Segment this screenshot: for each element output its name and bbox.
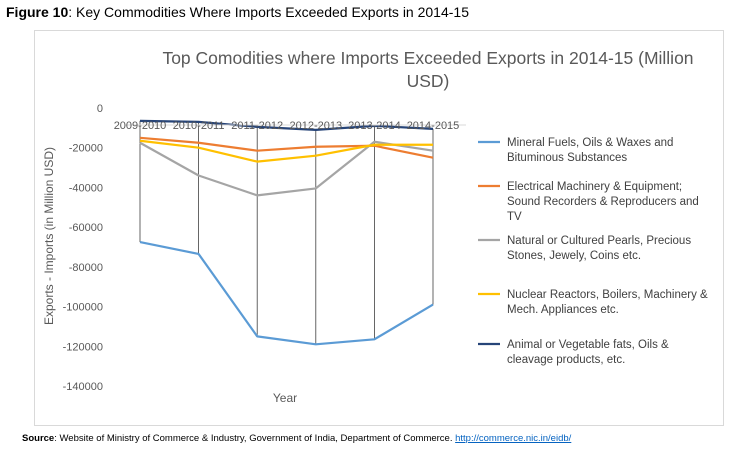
source-link[interactable]: http://commerce.nic.in/eidb/ [455,433,572,444]
chart-title-line-2: USD) [407,71,450,91]
legend-label: Natural or Cultured Pearls, Precious [507,235,691,247]
x-tick-label: 2010-2011 [173,120,225,132]
drop-lines [139,120,434,345]
legend-label: Sound Recorders & Reproducers and [507,196,699,208]
x-tick-label: 2012-2013 [289,120,342,132]
y-tick-label: -40000 [69,182,103,194]
series-line-1 [139,240,434,346]
chart-title-line-1: Top Comodities where Imports Exceeded Ex… [162,48,693,68]
x-axis-label: Year [273,391,297,405]
series-line-5 [139,119,434,131]
source-label: Source [22,433,55,444]
x-tick-label: 2013-2014 [348,120,401,132]
series-line-4 [139,139,433,163]
legend-label: Animal or Vegetable fats, Oils & [507,339,669,351]
y-tick-label: -100000 [63,302,103,314]
x-tick-label: 2009-2010 [114,120,167,132]
x-tick-label: 2014-2015 [407,120,460,132]
legend-label: Bituminous Substances [507,152,627,164]
y-axis-label: Exports - Imports (in Million USD) [42,147,56,325]
legend-label: Mech. Appliances etc. [507,304,619,316]
series-line-3 [139,140,434,197]
legend-label: Nuclear Reactors, Boilers, Machinery & [507,289,708,301]
series-lines [139,119,434,346]
chart-frame [34,30,724,426]
source-note: Source: Website of Ministry of Commerce … [22,433,571,444]
y-tick-label: -120000 [63,341,103,353]
y-tick-label: -60000 [69,222,103,234]
y-tick-label: -20000 [69,143,103,155]
legend-label: TV [507,211,522,223]
series-line-2 [139,136,434,159]
figure-heading: Figure 10: Key Commodities Where Imports… [6,4,469,20]
y-tick-label: 0 [97,103,103,115]
legend-label: cleavage products, etc. [507,354,625,366]
y-tick-labels: 0 -20000 -40000 -60000 -80000 -100000 -120000 -… [63,103,103,393]
legend-label: Stones, Jewely, Coins etc. [507,250,641,262]
figure-caption: : Key Commodities Where Imports Exceeded… [68,4,469,20]
x-tick-label: 2011-2012 [231,120,283,132]
source-text: : Website of Ministry of Commerce & Indu… [54,433,453,444]
legend: Mineral Fuels, Oils & Waxes and Bituminou… [478,137,708,366]
y-tick-label: -80000 [69,262,103,274]
legend-label: Electrical Machinery & Equipment; [507,181,682,193]
y-tick-label: -140000 [63,381,103,393]
figure-label: Figure 10 [6,4,69,20]
legend-label: Mineral Fuels, Oils & Waxes and [507,137,673,149]
x-tick-labels: 2009-2010 2010-2011 2011-2012 2012-2013 2013… [114,120,460,132]
